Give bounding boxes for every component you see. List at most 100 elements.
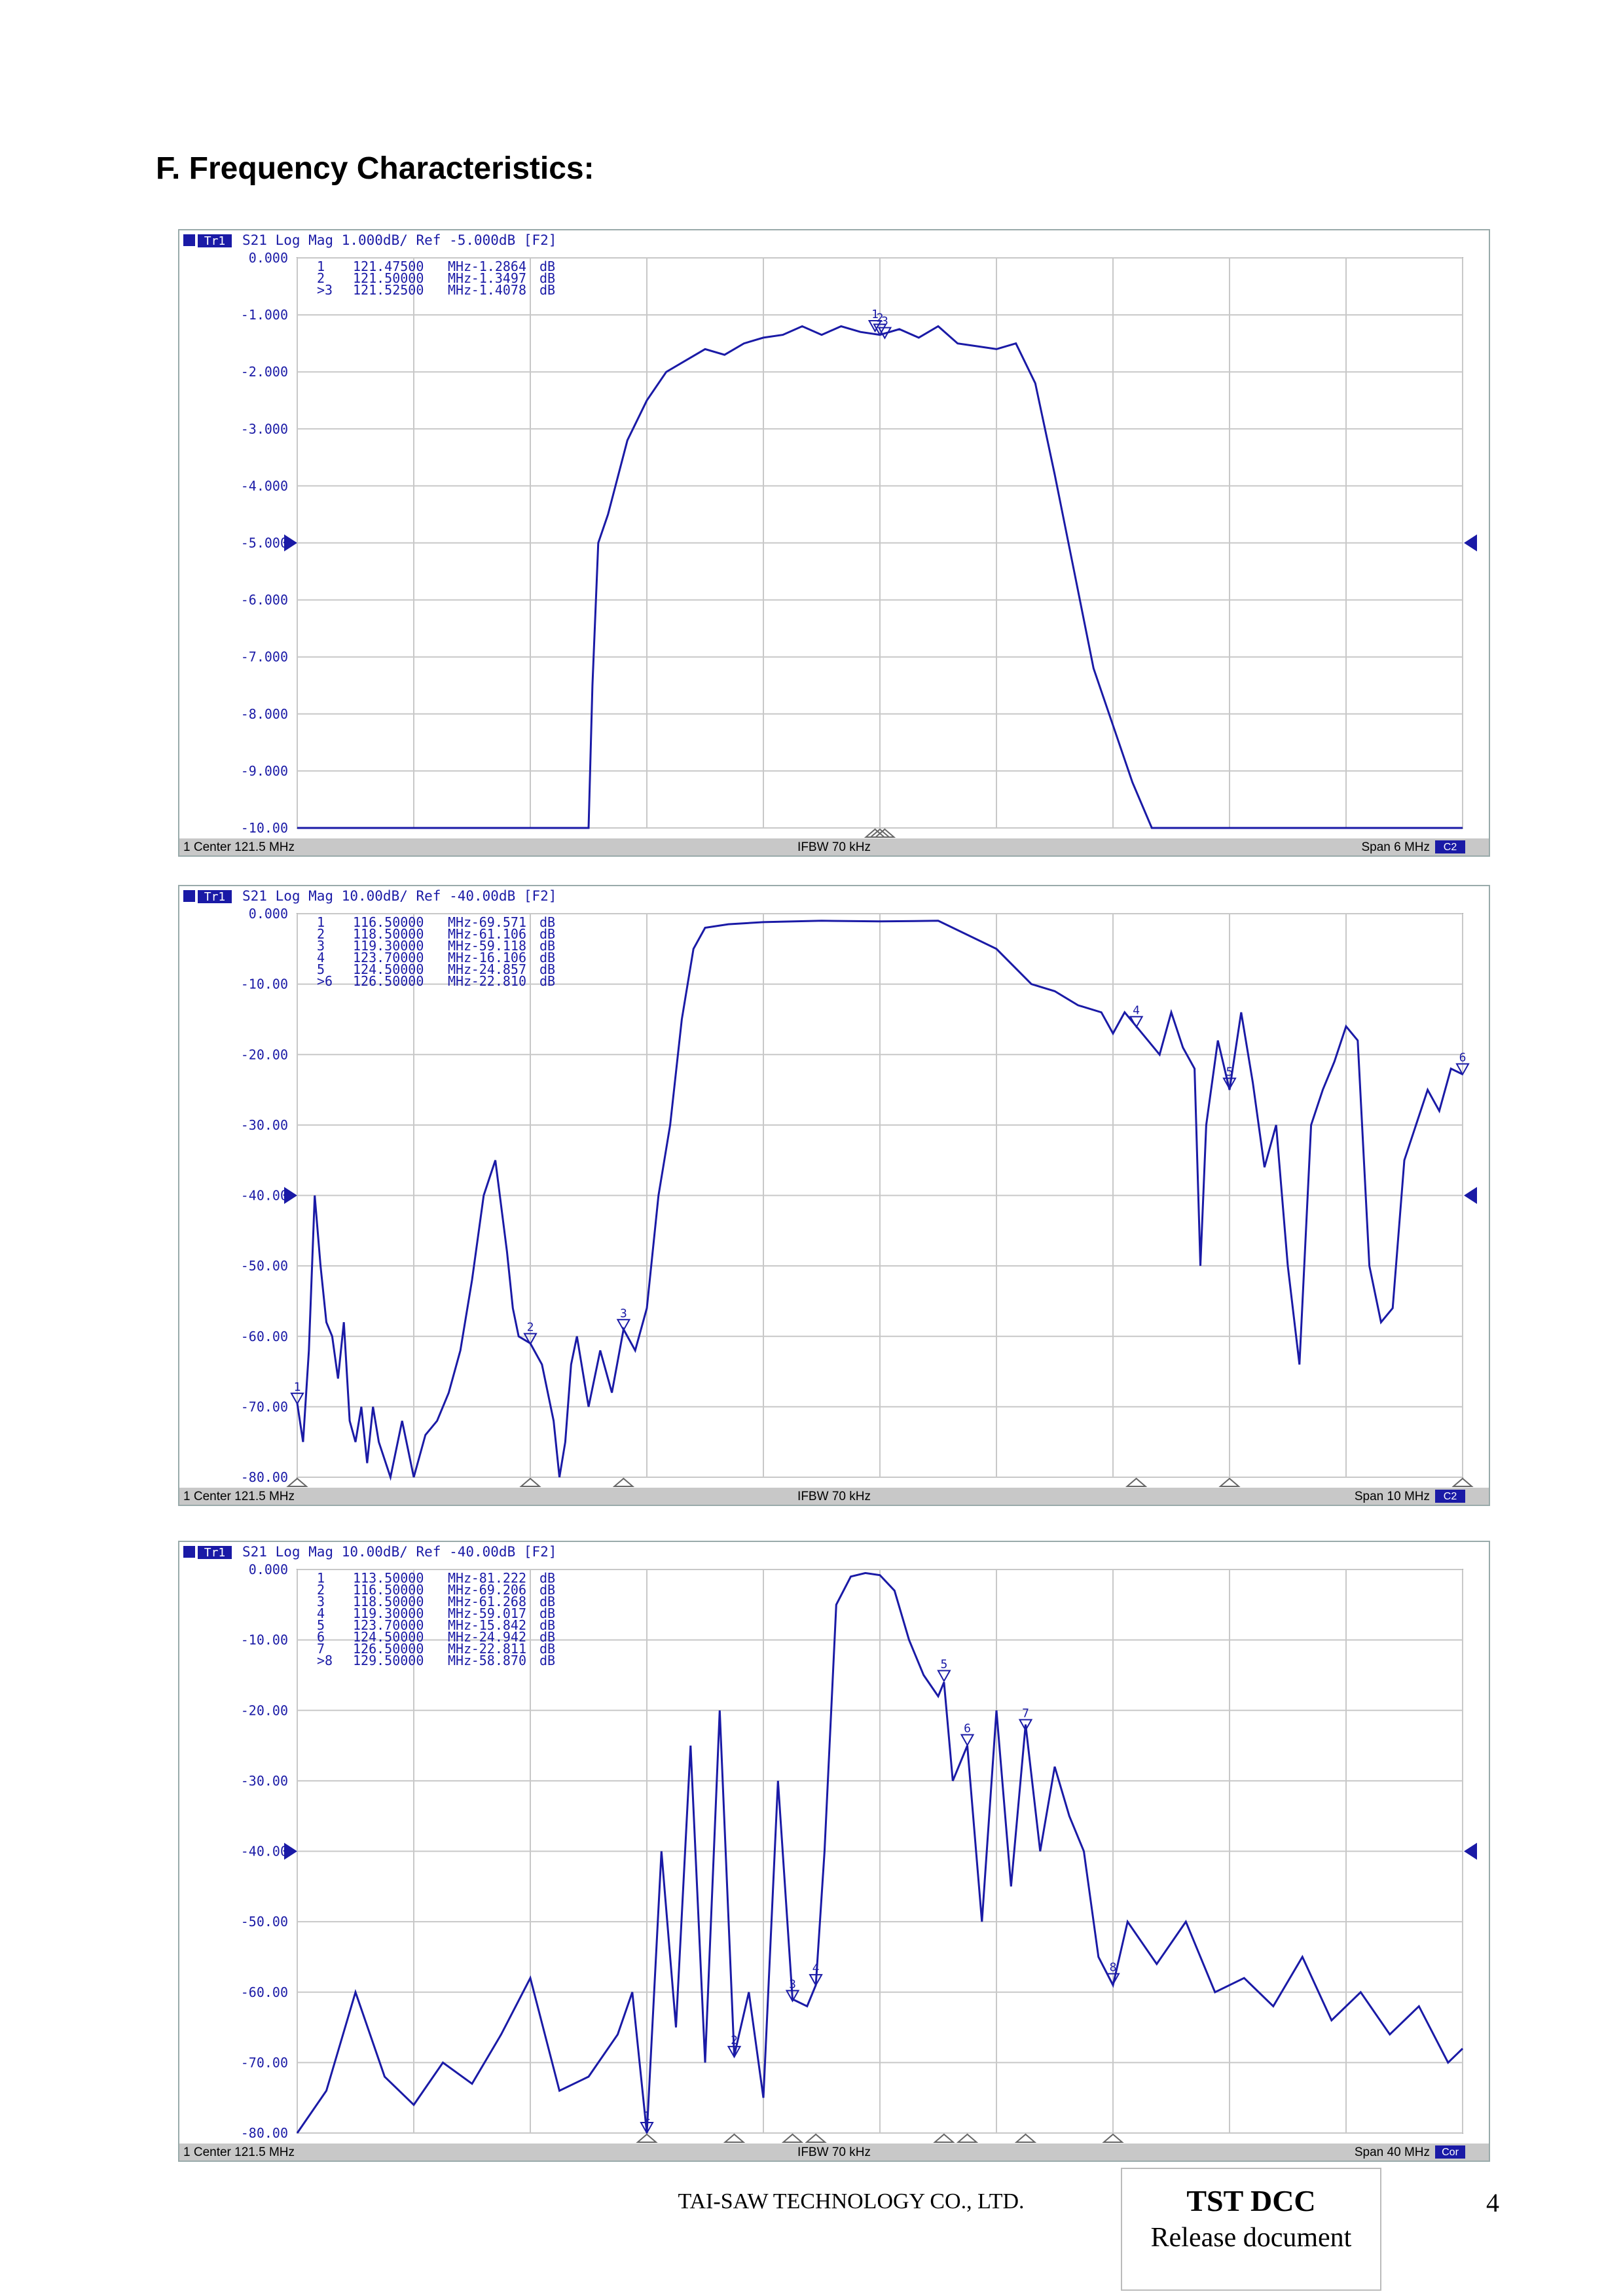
marker-point-label: 6	[1459, 1050, 1467, 1064]
marker-id: 5	[317, 961, 325, 977]
marker-freq: 124.50000	[353, 961, 424, 977]
marker-point-label: 1	[644, 2109, 651, 2123]
marker-freq: 121.50000	[353, 270, 424, 286]
marker-value: -22.810	[471, 973, 526, 989]
y-tick-label: -30.00	[241, 1117, 288, 1133]
marker-unit: MHz	[448, 926, 471, 942]
marker-id: 7	[317, 1641, 325, 1657]
trace-label: Tr1	[204, 890, 226, 904]
marker-value: -59.118	[471, 938, 526, 954]
marker-vunit: dB	[539, 1641, 555, 1657]
status-center: 1 Center 121.5 MHz	[183, 840, 295, 854]
marker-point-icon	[727, 2045, 742, 2058]
marker-id: 1	[317, 914, 325, 930]
trace-label: Tr1	[204, 1546, 226, 1560]
marker-id: >3	[317, 282, 333, 298]
marker-id: 2	[317, 1582, 325, 1598]
marker-point-label: 3	[620, 1306, 627, 1320]
marker-id: 6	[317, 1629, 325, 1645]
marker-unit: MHz	[448, 270, 471, 286]
marker-value: -69.206	[471, 1582, 526, 1598]
marker-value: -61.268	[471, 1594, 526, 1609]
footer-company: TAI-SAW TECHNOLOGY CO., LTD.	[678, 2189, 1025, 2214]
y-tick-label: -50.00	[241, 1914, 288, 1929]
marker-vunit: dB	[539, 259, 555, 274]
chart-svg-3: Tr1 S21 Log Mag 10.00dB/ Ref -40.00dB [F2…	[179, 1544, 1489, 2161]
release-stamp-title: TST DCC	[1186, 2184, 1316, 2217]
chart-header: S21 Log Mag 1.000dB/ Ref -5.000dB [F2]	[242, 232, 556, 248]
y-tick-label: -4.000	[241, 478, 288, 493]
status-center: 1 Center 121.5 MHz	[183, 1490, 295, 1503]
marker-freq: 119.30000	[353, 938, 424, 954]
marker-point-icon	[867, 320, 883, 333]
marker-vunit: dB	[539, 950, 555, 965]
trace-label-bg	[198, 234, 232, 247]
marker-position-icon	[933, 2133, 955, 2143]
chart-svg-2: Tr1 S21 Log Mag 10.00dB/ Ref -40.00dB [F2…	[179, 888, 1489, 1505]
marker-point-icon	[1106, 1973, 1120, 1986]
marker-position-icon	[286, 1477, 308, 1487]
marker-value: -1.2864	[471, 259, 526, 274]
chart-header: S21 Log Mag 10.00dB/ Ref -40.00dB [F2]	[242, 888, 556, 904]
marker-unit: MHz	[448, 1594, 471, 1609]
status-tag: C2	[1444, 1491, 1457, 1502]
marker-unit: MHz	[448, 961, 471, 977]
marker-vunit: dB	[539, 282, 555, 298]
marker-unit: MHz	[448, 973, 471, 989]
marker-point-label: 7	[1022, 1707, 1029, 1721]
marker-point-icon	[877, 327, 892, 340]
marker-vunit: dB	[539, 1617, 555, 1633]
marker-point-label: 3	[881, 315, 888, 329]
y-tick-label: -8.000	[241, 706, 288, 722]
marker-unit: MHz	[448, 1641, 471, 1657]
status-tag-bg	[1435, 1490, 1465, 1503]
marker-point-label: 5	[940, 1657, 947, 1671]
y-tick-label: -9.000	[241, 763, 288, 779]
ref-level-left-icon	[284, 534, 297, 552]
marker-point-label: 4	[812, 1962, 820, 1975]
marker-point-icon	[1018, 1719, 1033, 1732]
marker-freq: 116.50000	[353, 914, 424, 930]
marker-vunit: dB	[539, 1594, 555, 1609]
marker-point-icon	[785, 1990, 800, 2003]
y-tick-label: -80.00	[241, 2125, 288, 2141]
trace-line	[296, 1571, 1464, 2134]
y-tick-label: -3.000	[241, 421, 288, 437]
status-ifbw: IFBW 70 kHz	[797, 1490, 871, 1503]
status-bar	[179, 1488, 1489, 1505]
marker-freq: 118.50000	[353, 1594, 424, 1609]
marker-freq: 113.50000	[353, 1570, 424, 1586]
y-tick-label: 0.000	[249, 250, 288, 266]
ref-level-right-icon	[1464, 1187, 1477, 1204]
marker-value: -61.106	[471, 926, 526, 942]
marker-point-icon	[640, 2122, 654, 2135]
marker-unit: MHz	[448, 1582, 471, 1598]
status-ifbw: IFBW 70 kHz	[797, 2145, 871, 2159]
y-tick-label: -10.00	[241, 1632, 288, 1648]
marker-unit: MHz	[448, 1629, 471, 1645]
marker-point-label: 3	[789, 1977, 796, 1991]
y-tick-label: -60.00	[241, 1984, 288, 2000]
marker-vunit: dB	[539, 1653, 555, 1668]
marker-value: -16.106	[471, 950, 526, 965]
marker-id: 1	[317, 259, 325, 274]
marker-value: -59.017	[471, 1605, 526, 1621]
marker-vunit: dB	[539, 938, 555, 954]
marker-id: 3	[317, 1594, 325, 1609]
marker-position-icon	[1451, 1477, 1474, 1487]
ref-level-left-icon	[284, 1842, 297, 1860]
y-tick-label: 0.000	[249, 1562, 288, 1577]
marker-point-icon	[960, 1734, 975, 1747]
marker-vunit: dB	[539, 914, 555, 930]
status-span: Span 40 MHz	[1355, 2145, 1430, 2159]
trace-label-bg	[198, 890, 232, 903]
marker-id: 2	[317, 926, 325, 942]
y-tick-label: -1.000	[241, 307, 288, 323]
marker-position-icon	[873, 828, 896, 838]
y-tick-label: -6.000	[241, 592, 288, 608]
y-tick-label: -30.00	[241, 1773, 288, 1789]
ref-level-left-icon	[284, 1187, 297, 1204]
y-tick-label: -80.00	[241, 1469, 288, 1485]
marker-point-label: 2	[877, 312, 884, 325]
marker-position-icon	[723, 2133, 746, 2143]
